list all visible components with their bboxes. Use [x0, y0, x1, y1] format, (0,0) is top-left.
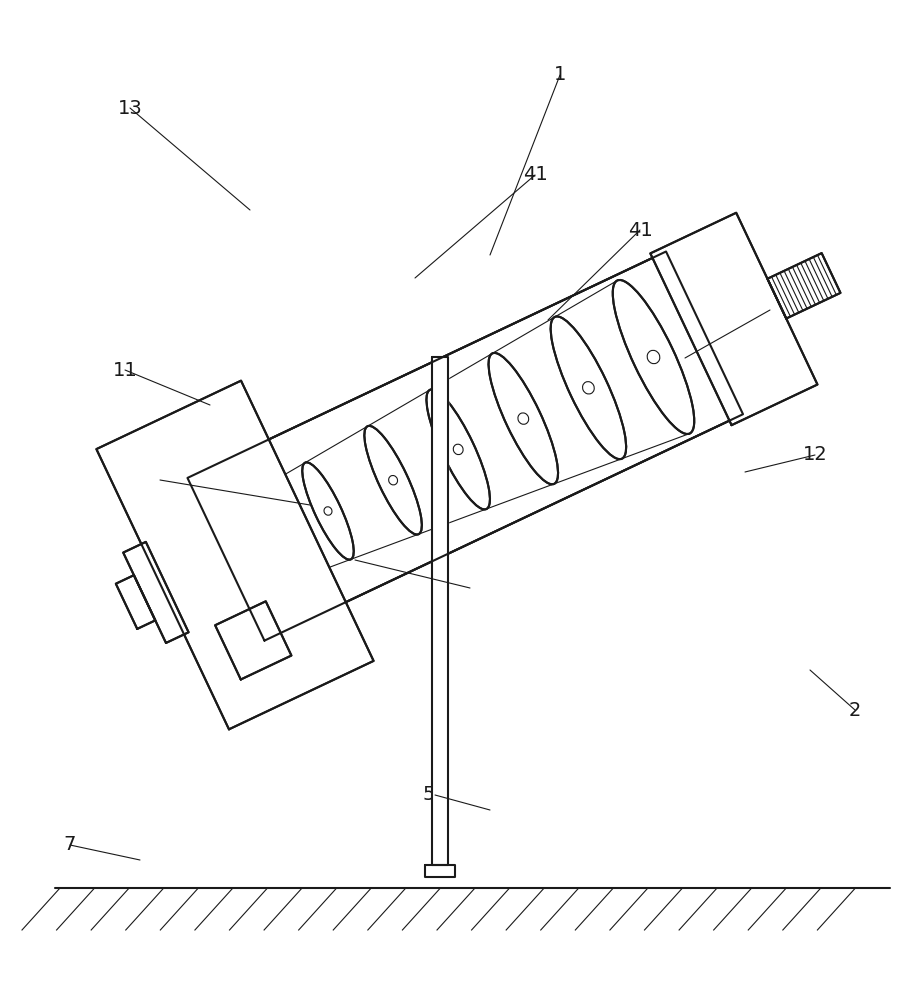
- Polygon shape: [96, 381, 374, 729]
- Ellipse shape: [302, 462, 354, 560]
- Polygon shape: [187, 252, 743, 641]
- Ellipse shape: [426, 389, 490, 509]
- Ellipse shape: [389, 475, 398, 485]
- Polygon shape: [651, 213, 818, 425]
- Text: 11: 11: [113, 360, 137, 379]
- Text: 1: 1: [554, 66, 566, 85]
- Ellipse shape: [364, 426, 422, 535]
- Text: 41: 41: [343, 550, 368, 570]
- Ellipse shape: [268, 534, 276, 541]
- Text: 41: 41: [628, 221, 652, 239]
- Ellipse shape: [550, 316, 626, 459]
- Ellipse shape: [249, 494, 295, 581]
- Ellipse shape: [453, 444, 463, 455]
- Ellipse shape: [583, 382, 595, 394]
- Ellipse shape: [489, 353, 558, 484]
- Polygon shape: [123, 542, 188, 643]
- Text: 12: 12: [802, 446, 827, 464]
- Text: 2: 2: [849, 700, 861, 720]
- Text: 41: 41: [523, 165, 548, 184]
- Polygon shape: [116, 575, 155, 629]
- Ellipse shape: [613, 280, 694, 434]
- Ellipse shape: [518, 413, 528, 424]
- Text: 3: 3: [764, 300, 777, 320]
- Ellipse shape: [324, 507, 332, 515]
- Polygon shape: [433, 357, 448, 865]
- Polygon shape: [215, 601, 291, 679]
- Text: 7: 7: [63, 836, 76, 854]
- Polygon shape: [767, 253, 841, 319]
- Text: 51: 51: [423, 786, 448, 804]
- Text: 13: 13: [118, 99, 142, 117]
- Text: 5: 5: [153, 471, 166, 489]
- Polygon shape: [425, 865, 456, 877]
- Ellipse shape: [647, 350, 660, 364]
